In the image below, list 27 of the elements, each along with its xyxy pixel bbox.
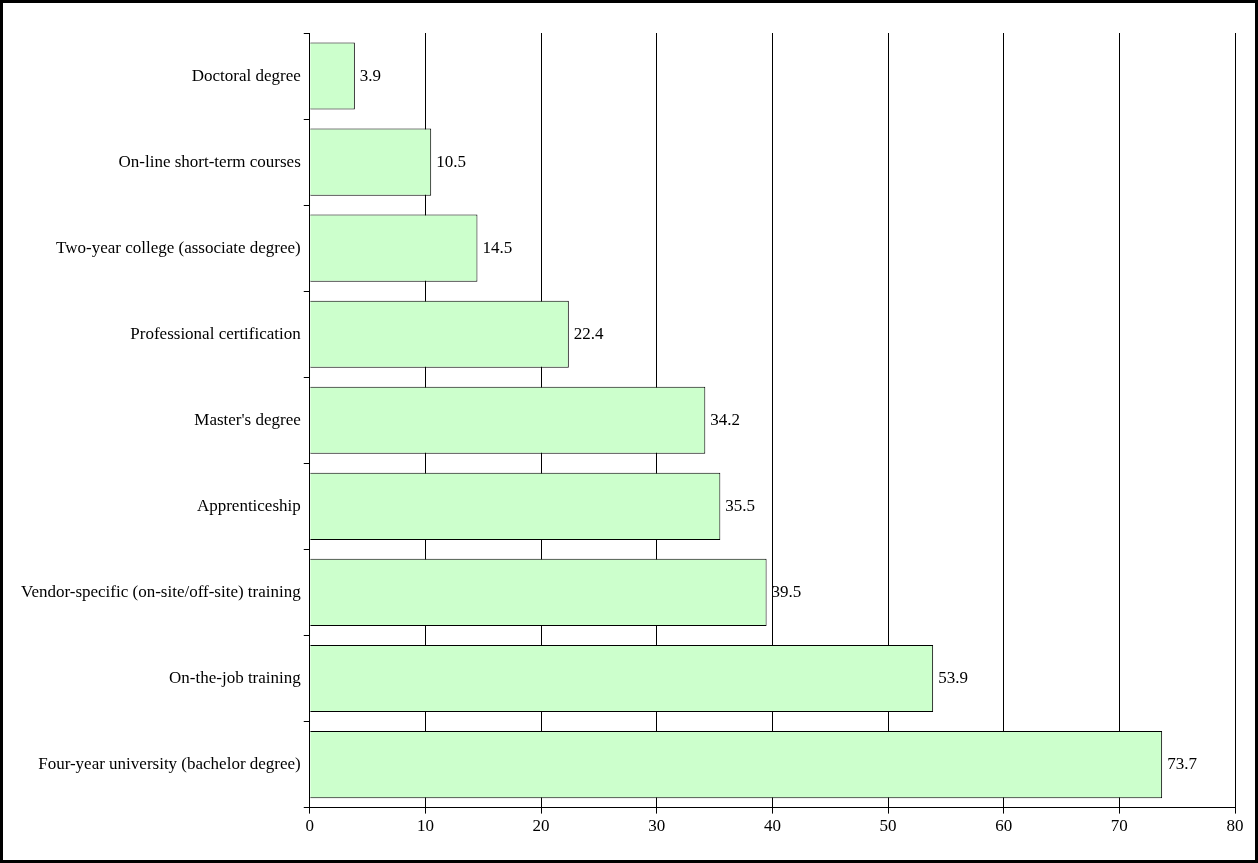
data-label: 10.5 xyxy=(436,151,466,171)
x-tick-label: 70 xyxy=(1110,816,1128,836)
data-label: 3.9 xyxy=(359,65,382,85)
x-tick-label: 30 xyxy=(648,816,666,836)
x-tick-label: 80 xyxy=(1226,816,1244,836)
y-tick-label: On-the-job training xyxy=(169,667,302,687)
y-tick-label: Four-year university (bachelor degree) xyxy=(38,754,301,774)
y-tick-label: Doctoral degree xyxy=(191,65,301,85)
y-tick-label: Vendor-specific (on-site/off-site) training xyxy=(20,581,302,601)
data-label: 34.2 xyxy=(710,409,741,429)
data-label: 14.5 xyxy=(482,237,513,257)
x-tick-label: 50 xyxy=(879,816,897,836)
y-tick-label: On-line short-term courses xyxy=(118,151,301,171)
y-tick-label: Apprenticeship xyxy=(196,495,301,515)
data-label: 53.9 xyxy=(938,667,968,687)
x-tick-label: 60 xyxy=(995,816,1013,836)
y-tick-label: Professional certification xyxy=(130,323,302,343)
y-tick-label: Two-year college (associate degree) xyxy=(56,237,301,257)
x-tick-label: 20 xyxy=(532,816,550,836)
data-label: 73.7 xyxy=(1167,754,1198,774)
x-tick-label: 10 xyxy=(416,816,434,836)
data-label: 35.5 xyxy=(725,495,756,515)
x-tick-label: 0 xyxy=(305,816,314,836)
data-label: 22.4 xyxy=(573,323,605,343)
data-label: 39.5 xyxy=(771,581,802,601)
y-tick-label: Master's degree xyxy=(194,409,301,429)
x-tick-label: 40 xyxy=(763,816,781,836)
